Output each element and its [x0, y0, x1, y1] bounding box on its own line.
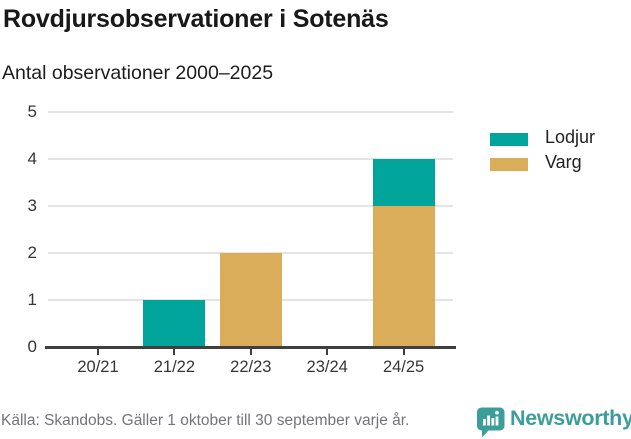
y-tick-label: 2 — [27, 243, 37, 262]
gridline — [48, 111, 453, 113]
x-tick-label: 22/23 — [230, 358, 272, 376]
speech-bubble-bar-chart-icon — [477, 407, 505, 438]
bar-segment-varg — [219, 253, 282, 347]
x-tick — [97, 349, 99, 355]
legend-label-varg: Varg — [545, 152, 582, 172]
x-tick-label: 23/24 — [306, 358, 348, 376]
bar-segment-lodjur — [143, 300, 206, 347]
bar-segment-varg — [372, 206, 435, 347]
gridline — [48, 158, 453, 160]
y-tick-label: 5 — [27, 102, 37, 121]
x-axis-line — [45, 346, 456, 349]
x-tick — [249, 349, 252, 355]
legend-swatch-lodjur — [490, 133, 528, 146]
legend-swatch-varg — [490, 158, 528, 171]
y-tick-label: 1 — [27, 290, 37, 309]
legend-label-lodjur: Lodjur — [545, 127, 596, 147]
gridline — [48, 205, 453, 207]
brand-name: Newsworthy — [510, 406, 631, 430]
y-tick-label: 0 — [27, 337, 37, 356]
chart-subtitle: Antal observationer 2000–2025 — [2, 62, 274, 84]
x-tick-label: 20/21 — [77, 358, 119, 376]
y-tick-label: 3 — [27, 196, 37, 215]
y-tick-label: 4 — [27, 149, 37, 168]
x-tick — [326, 349, 329, 355]
x-tick — [173, 349, 176, 355]
x-tick — [402, 349, 405, 355]
bar-segment-lodjur — [372, 159, 435, 206]
page-title: Rovdjursobservationer i Sotenäs — [3, 5, 389, 33]
x-tick-label: 24/25 — [382, 358, 425, 376]
source-note: Källa: Skandobs. Gäller 1 oktober till 3… — [1, 412, 410, 429]
x-tick-label: 21/22 — [153, 358, 196, 376]
